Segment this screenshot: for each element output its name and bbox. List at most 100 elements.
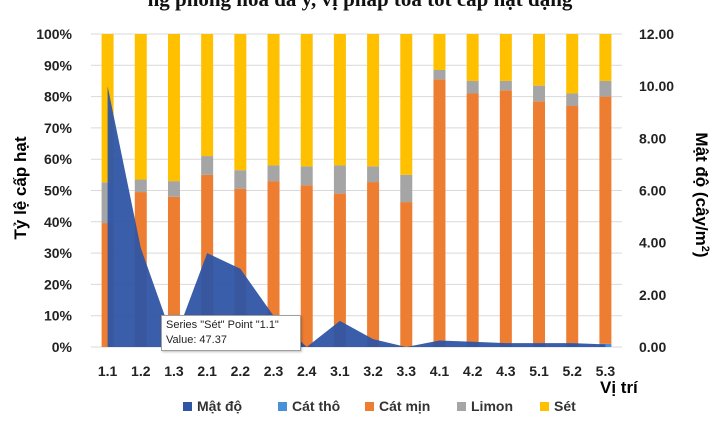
y2-tick-label: 8.00 <box>639 130 666 146</box>
x-tick-label: 2.1 <box>197 363 217 379</box>
bar-segment[interactable] <box>267 181 280 347</box>
x-tick-label: 4.1 <box>430 363 450 379</box>
y-tick-label: 90% <box>44 57 73 73</box>
bar-segment[interactable] <box>400 34 413 175</box>
x-tick-label: 3.1 <box>330 363 350 379</box>
x-tick-label: 1.1 <box>98 363 118 379</box>
bar-segment[interactable] <box>234 170 247 189</box>
y2-tick-label: 2.00 <box>639 287 666 303</box>
bar-segment[interactable] <box>300 185 313 347</box>
tooltip-value-line: Value: 47.37 <box>166 334 227 346</box>
legend-label: Cát mịn <box>379 398 430 414</box>
y2-tick-label: 10.00 <box>639 78 674 94</box>
bar-segment[interactable] <box>466 93 479 346</box>
bar-segment[interactable] <box>466 34 479 81</box>
bar-segment[interactable] <box>300 34 313 167</box>
bar-segment[interactable] <box>433 79 446 346</box>
bar-segment[interactable] <box>367 166 380 183</box>
y-tick-label: 50% <box>44 183 73 199</box>
bar-segment[interactable] <box>367 182 380 347</box>
y2-axis-title-close: ) <box>692 252 711 258</box>
y2-tick-label: 0.00 <box>639 339 666 355</box>
bar-segment[interactable] <box>400 174 413 203</box>
bar-segment[interactable] <box>333 193 346 347</box>
tooltip-series-line: Series "Sét" Point "1.1" <box>166 319 279 331</box>
legend-swatch <box>278 402 287 411</box>
legend-label: Mật độ <box>197 398 242 414</box>
bar-segment[interactable] <box>499 90 512 346</box>
y2-axis-title: Mật độ (cây/m2) <box>692 132 711 257</box>
bar-segment[interactable] <box>533 34 546 86</box>
tooltip: Series "Sét" Point "1.1" Value: 47.37 <box>161 315 301 351</box>
bar-segment[interactable] <box>499 80 512 91</box>
y-tick-label: 0% <box>52 339 73 355</box>
y2-axis-title-main: Mật độ (cây/m <box>692 132 711 245</box>
bar-segment[interactable] <box>267 165 280 182</box>
y2-tick-label: 6.00 <box>639 183 666 199</box>
bar-segment[interactable] <box>400 202 413 347</box>
legend-swatch <box>183 402 192 411</box>
bar-segment[interactable] <box>433 34 446 70</box>
bar-segment[interactable] <box>267 34 280 166</box>
y-tick-label: 70% <box>44 120 73 136</box>
y-tick-label: 10% <box>44 308 73 324</box>
bar-segment[interactable] <box>533 101 546 344</box>
bar-segment[interactable] <box>367 34 380 167</box>
area-layer <box>107 86 606 348</box>
legend-swatch <box>540 402 549 411</box>
bar-segment[interactable] <box>466 80 479 94</box>
legend-label: Sét <box>554 398 576 414</box>
x-tick-label: 1.2 <box>131 363 151 379</box>
x-tick-label: 5.2 <box>562 363 582 379</box>
bar-segment[interactable] <box>333 34 346 166</box>
x-tick-label: 4.3 <box>496 363 516 379</box>
y2-axis-ticks: 0.00 2.00 4.00 6.00 8.00 10.00 12.00 <box>639 26 674 355</box>
y-tick-label: 30% <box>44 245 73 261</box>
legend-label: Cát thô <box>292 398 340 414</box>
bar-segment[interactable] <box>499 34 512 81</box>
density-area[interactable] <box>107 86 606 348</box>
y2-tick-label: 4.00 <box>639 235 666 251</box>
bar-segment[interactable] <box>134 34 147 180</box>
y-tick-label: 80% <box>44 89 73 105</box>
x-axis-ticks: 1.1 1.2 1.3 2.1 2.2 2.3 2.4 3.1 3.2 3.3 4.1 4.2 4.3 5… <box>98 363 615 379</box>
bar-segment[interactable] <box>201 156 214 175</box>
bar-segment[interactable] <box>333 165 346 194</box>
legend-swatch <box>457 402 466 411</box>
x-tick-label: 3.2 <box>363 363 383 379</box>
y-tick-label: 100% <box>36 26 72 42</box>
x-tick-label: 2.3 <box>264 363 284 379</box>
bar-segment[interactable] <box>234 34 247 171</box>
x-tick-label: 2.4 <box>297 363 317 379</box>
bar-segment[interactable] <box>201 34 214 157</box>
bar-segment[interactable] <box>167 34 180 182</box>
bar-segment[interactable] <box>599 34 612 81</box>
y2-axis-title-sup: 2 <box>699 246 711 252</box>
y-tick-label: 40% <box>44 214 73 230</box>
bar-segment[interactable] <box>566 93 579 106</box>
bar-segment[interactable] <box>566 105 579 344</box>
x-tick-label: 2.2 <box>231 363 251 379</box>
x-tick-label: 5.3 <box>596 363 616 379</box>
bar-segment[interactable] <box>533 85 546 102</box>
bar-segment[interactable] <box>599 96 612 344</box>
x-tick-label: 4.2 <box>463 363 483 379</box>
bar-segment[interactable] <box>433 69 446 80</box>
bar-segment[interactable] <box>167 181 180 197</box>
y-axis-ticks: 0% 10% 20% 30% 40% 50% 60% 70% 80% 90% 100% <box>36 26 72 355</box>
bar-segment[interactable] <box>300 166 313 186</box>
x-tick-label: 5.1 <box>529 363 549 379</box>
legend-swatch <box>365 402 374 411</box>
x-tick-label: 1.3 <box>164 363 184 379</box>
bar-segment[interactable] <box>599 80 612 97</box>
y-axis-title: Tỷ lệ cấp hạt <box>11 136 30 239</box>
x-tick-label: 3.3 <box>397 363 417 379</box>
bar-segment[interactable] <box>167 196 180 347</box>
top-caption: ng phong hoá dá y, vị pháp toà tốt cấp h… <box>0 0 720 12</box>
legend: Mật độ Cát thô Cát mịn Limon Sét <box>183 398 576 414</box>
y-tick-label: 60% <box>44 151 73 167</box>
legend-label: Limon <box>471 398 513 414</box>
bar-segment[interactable] <box>566 34 579 94</box>
bar-segment[interactable] <box>134 179 147 193</box>
